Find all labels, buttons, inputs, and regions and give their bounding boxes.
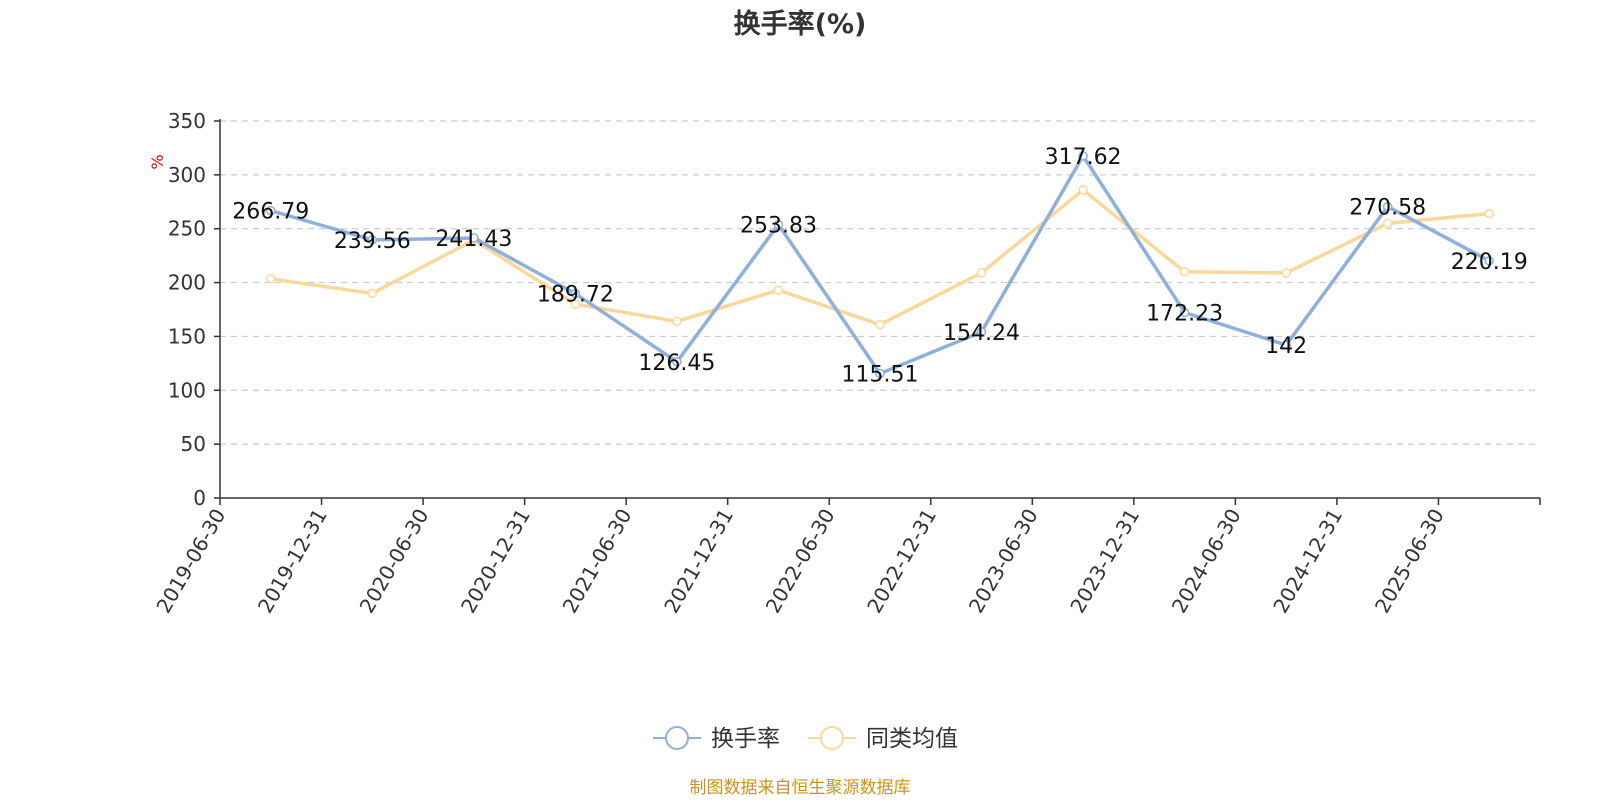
data-point	[773, 219, 784, 230]
data-point	[570, 288, 581, 299]
data-point	[1281, 340, 1291, 350]
series	[266, 151, 1494, 379]
data-point	[266, 205, 276, 216]
x-tick-label: 2020-12-31	[456, 505, 535, 618]
data-label: 154.24	[943, 321, 1020, 346]
x-tick-label: 2023-06-30	[964, 505, 1043, 618]
y-tick-label: 150	[168, 324, 206, 348]
x-tick-label: 2025-06-30	[1370, 505, 1449, 618]
data-point	[1382, 201, 1393, 212]
data-point	[1179, 307, 1190, 318]
data-point	[367, 288, 378, 299]
x-tick-label: 2022-12-31	[862, 505, 941, 618]
data-source-note: 制图数据来自恒生聚源数据库	[690, 778, 911, 798]
data-label: 317.62	[1045, 145, 1122, 170]
y-tick-label: 250	[168, 217, 206, 241]
x-tick-label: 2020-06-30	[355, 505, 434, 618]
chart-title: 换手率(%)	[734, 8, 867, 40]
data-label: 142	[1265, 334, 1307, 359]
data-point	[1179, 267, 1190, 277]
data-point	[1484, 208, 1494, 219]
data-point	[1078, 151, 1088, 161]
x-tick-label: 2024-12-31	[1268, 505, 1347, 618]
x-tick-label: 2019-06-30	[151, 505, 230, 618]
legend-marker	[665, 726, 689, 750]
data-label: 115.51	[842, 363, 919, 388]
data-label: 241.43	[435, 227, 512, 252]
x-tick-label: 2021-12-31	[659, 505, 738, 618]
data-label: 189.72	[537, 283, 614, 308]
y-tick-label: 300	[168, 163, 206, 187]
data-point	[1281, 268, 1291, 278]
data-label: 253.83	[740, 214, 817, 239]
grid	[220, 120, 1540, 445]
data-point	[367, 235, 378, 245]
x-tick-label: 2023-12-31	[1065, 505, 1144, 618]
data-point	[570, 299, 581, 309]
x-tick-label: 2019-12-31	[253, 505, 332, 618]
data-label: 266.79	[232, 200, 309, 225]
data-point	[1484, 256, 1494, 266]
series-line	[270, 188, 1490, 327]
y-tick-label: 50	[181, 432, 206, 456]
data-labels: 266.79 239.56 241.43 189.72 126.45 253.83 115.…	[232, 145, 1527, 388]
data-label: 172.23	[1146, 301, 1223, 326]
data-point	[672, 357, 682, 367]
x-tick-label: 2022-06-30	[761, 505, 840, 618]
data-label: 239.56	[334, 229, 411, 254]
y-axis-unit: %	[148, 154, 167, 169]
data-label: 270.58	[1349, 196, 1426, 221]
data-label: 126.45	[638, 351, 715, 376]
legend-marker	[820, 726, 844, 750]
y-tick-label: 350	[168, 109, 206, 133]
legend-label: 换手率	[711, 726, 780, 752]
legend-label: 同类均值	[866, 726, 958, 752]
data-point	[469, 233, 479, 243]
legend-item[interactable]: 换手率	[653, 726, 780, 752]
data-label: 220.19	[1451, 250, 1528, 275]
data-point	[976, 327, 987, 337]
legend[interactable]: 换手率 同类均值	[653, 726, 958, 752]
data-point	[1078, 185, 1088, 195]
data-point	[875, 368, 885, 379]
x-tick-label: 2021-06-30	[558, 505, 637, 618]
x-tick-label: 2024-06-30	[1167, 505, 1246, 618]
data-point	[976, 268, 987, 278]
data-point	[672, 316, 682, 327]
legend-item[interactable]: 同类均值	[808, 726, 958, 752]
y-tick-label: 0	[193, 486, 206, 510]
data-point	[266, 274, 276, 284]
y-tick-label: 200	[168, 271, 206, 295]
data-point	[875, 319, 885, 330]
data-point	[773, 285, 784, 295]
data-point	[1382, 218, 1393, 229]
y-tick-label: 100	[168, 378, 206, 402]
